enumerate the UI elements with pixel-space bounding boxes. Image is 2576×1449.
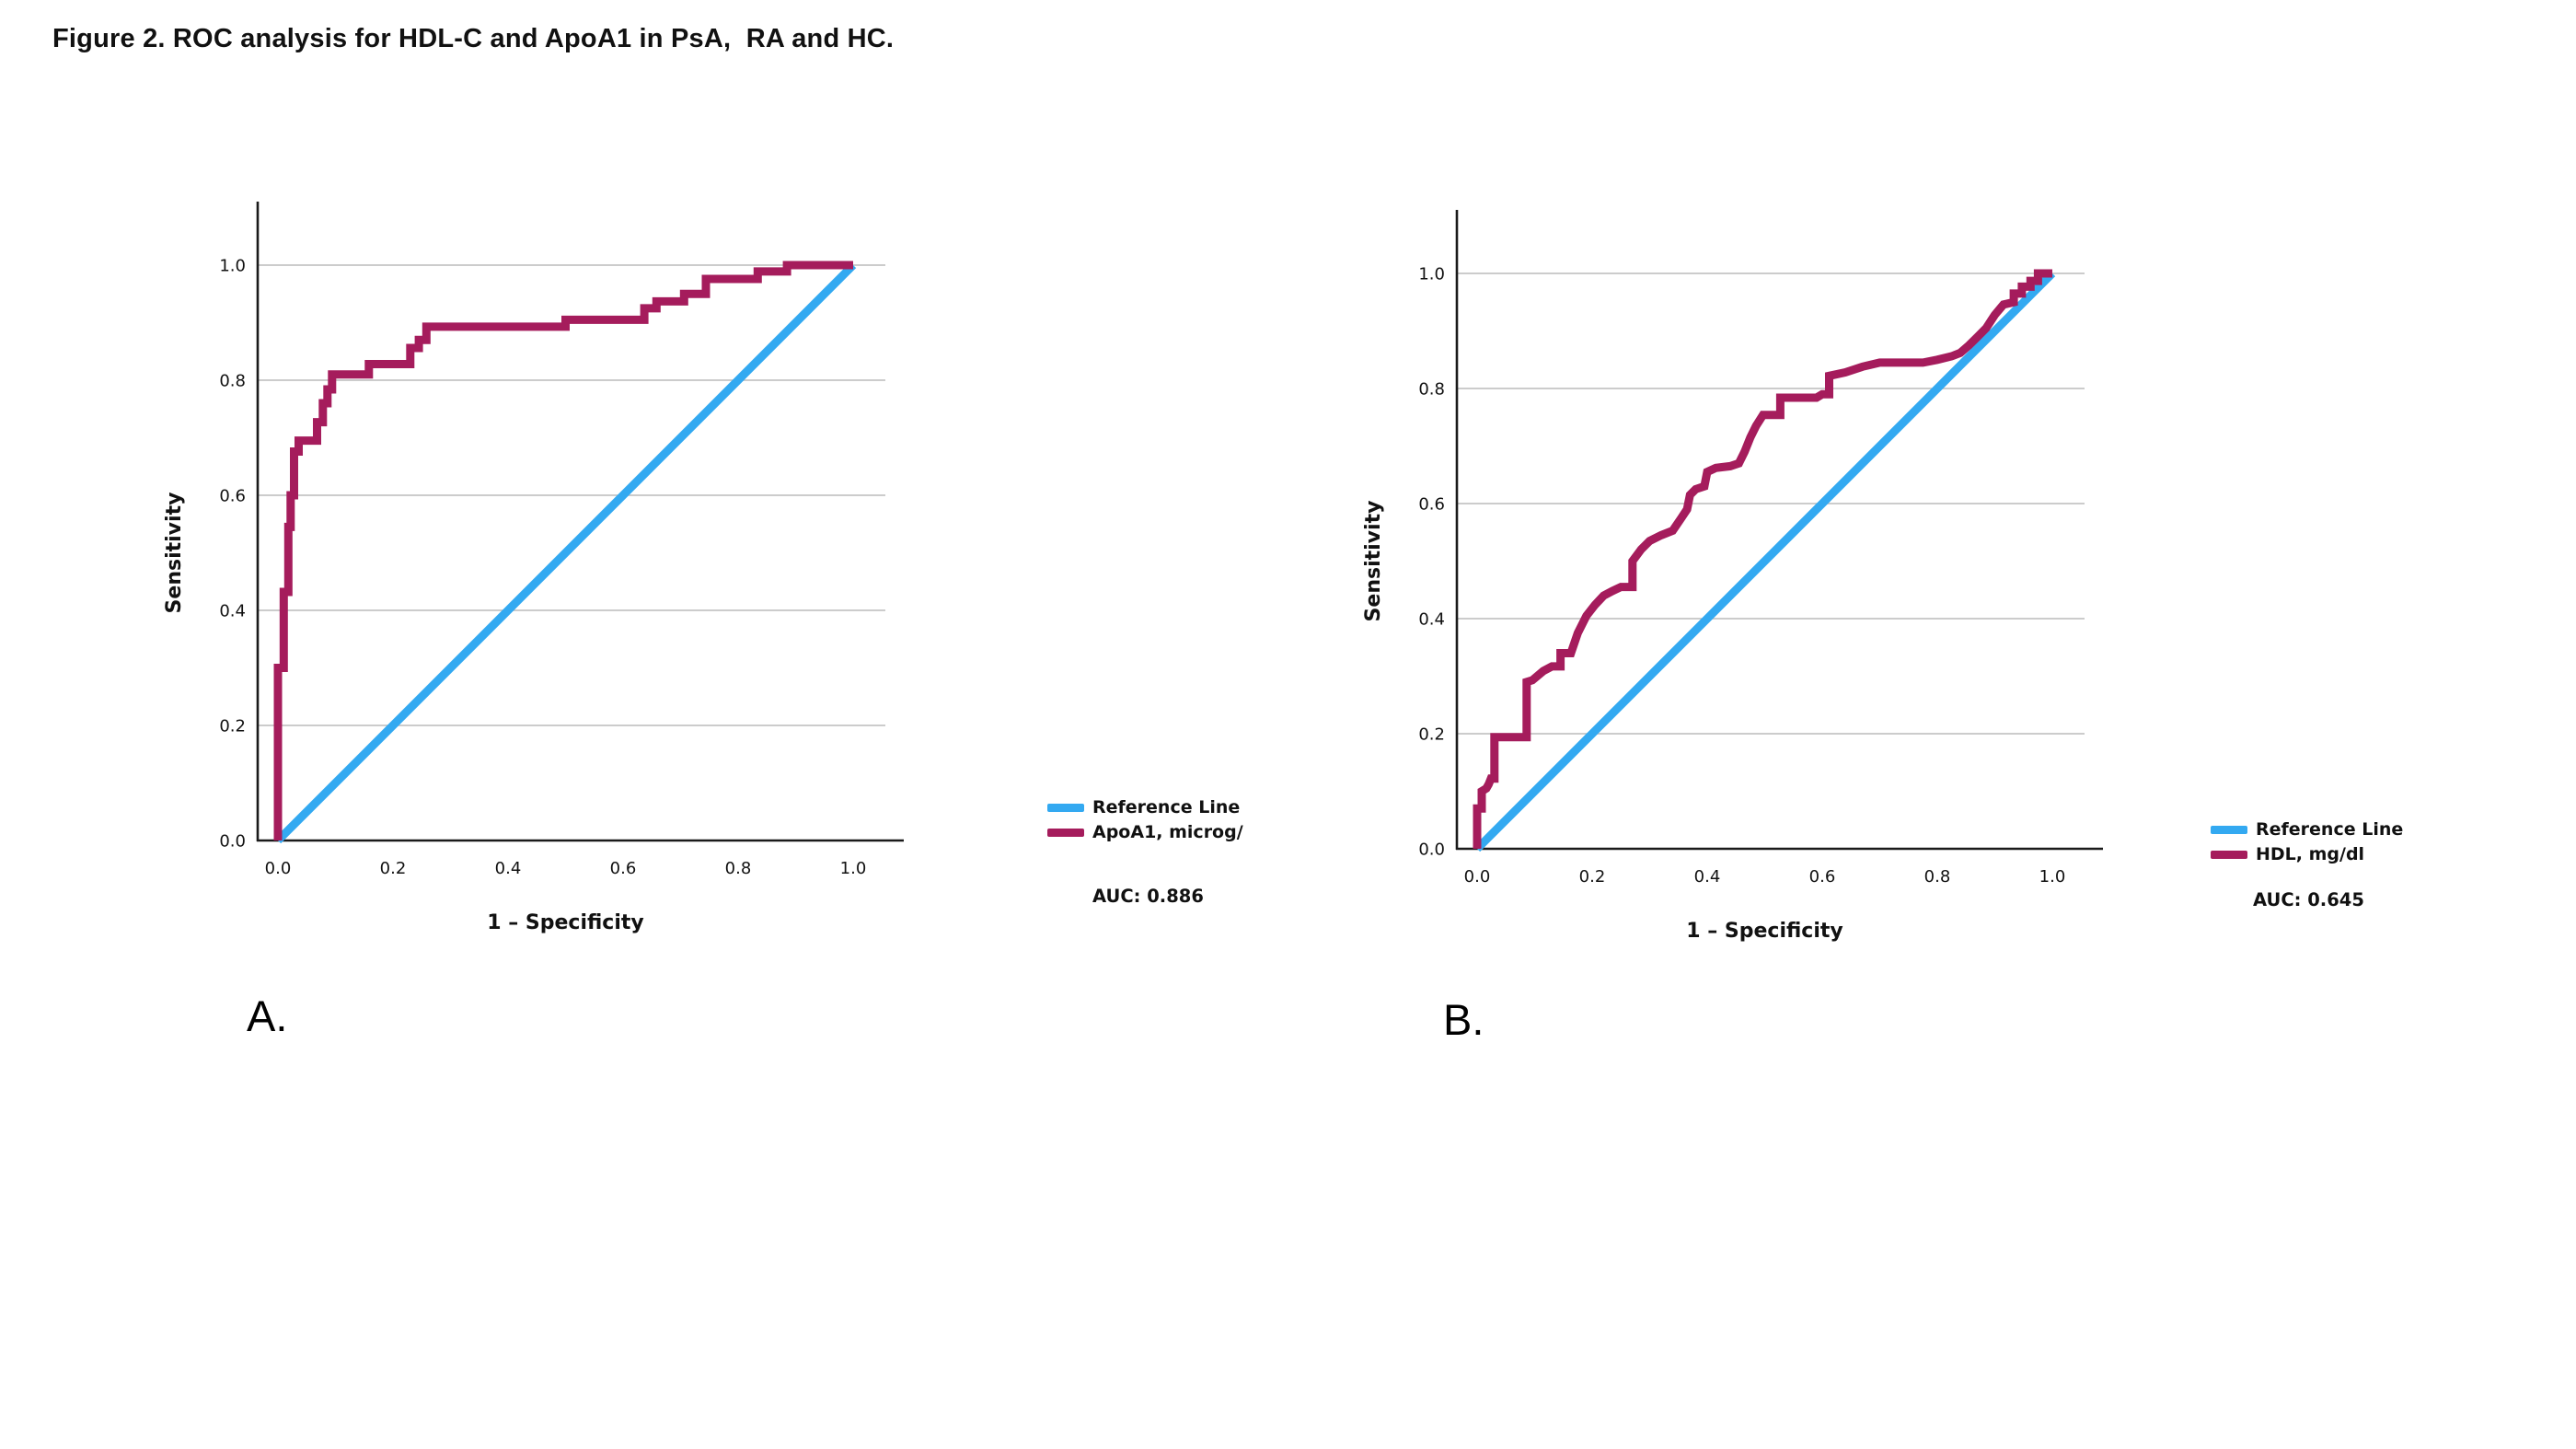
- y-tick-label: 0.2: [1418, 725, 1445, 745]
- y-tick-label: 1.0: [219, 257, 246, 276]
- auc-value-b: AUC: 0.645: [2253, 889, 2364, 910]
- panel-label-a: A.: [247, 991, 288, 1040]
- x-tick-label: 0.8: [725, 859, 752, 878]
- x-tick-label: 0.6: [1809, 867, 1836, 887]
- x-tick-label: 0.0: [265, 859, 292, 878]
- legend-b: Reference Line HDL, mg/dl: [2211, 819, 2403, 864]
- x-tick-label: 0.4: [495, 859, 522, 878]
- roc-curve: [273, 261, 853, 840]
- curve-swatch: [2211, 850, 2247, 859]
- x-tick-label: 1.0: [2039, 867, 2066, 887]
- x-tick-label: 0.6: [610, 859, 637, 878]
- curve-swatch: [1047, 828, 1084, 837]
- legend-label: HDL, mg/dl: [2256, 844, 2365, 864]
- x-axis-title: 1 – Specificity: [1686, 920, 1842, 943]
- y-tick-label: 0.8: [1418, 380, 1445, 400]
- y-tick-label: 0.4: [1418, 610, 1445, 630]
- legend-item-apoa1: ApoA1, microg/: [1047, 822, 1243, 842]
- legend-item-hdl: HDL, mg/dl: [2211, 844, 2403, 864]
- auc-value-a: AUC: 0.886: [1092, 886, 1204, 907]
- roc-curve: [1473, 269, 2052, 849]
- legend-a: Reference Line ApoA1, microg/: [1047, 797, 1243, 842]
- legend-label: Reference Line: [2256, 819, 2404, 840]
- y-axis-title: Sensitivity: [1362, 501, 1385, 622]
- roc-chart-b: 0.0 0.2 0.4 0.6 0.8 1.0 0.0 0.2 0.4 0.6 0.8 1.0 1 – …: [1362, 210, 2103, 943]
- x-axis-title: 1 – Specificity: [487, 911, 643, 934]
- y-tick-label: 1.0: [1418, 265, 1445, 284]
- y-tick-label: 0.6: [1418, 495, 1445, 515]
- legend-item-reference-line: Reference Line: [1047, 797, 1243, 817]
- legend-label: ApoA1, microg/: [1092, 822, 1243, 842]
- y-tick-label: 0.4: [219, 602, 246, 621]
- x-tick-label: 0.2: [380, 859, 407, 878]
- y-tick-label: 0.0: [1418, 840, 1445, 860]
- legend-label: Reference Line: [1092, 797, 1241, 817]
- figure-title: Figure 2. ROC analysis for HDL-C and Apo…: [52, 24, 895, 53]
- y-tick-label: 0.2: [219, 717, 246, 736]
- y-tick-label: 0.8: [219, 372, 246, 391]
- roc-chart-a: 0.0 0.2 0.4 0.6 0.8 1.0 0.0 0.2 0.4 0.6 0.8 1.0 1 – …: [163, 202, 904, 934]
- legend-item-reference-line: Reference Line: [2211, 819, 2403, 840]
- panel-label-b: B.: [1443, 995, 1484, 1044]
- y-tick-label: 0.0: [219, 832, 246, 852]
- reference-line-swatch: [2211, 825, 2247, 834]
- x-tick-label: 0.0: [1464, 867, 1491, 887]
- y-axis-title: Sensitivity: [163, 493, 186, 614]
- y-tick-label: 0.6: [219, 487, 246, 506]
- reference-line-swatch: [1047, 803, 1084, 812]
- reference-line: [274, 261, 857, 844]
- x-tick-label: 1.0: [840, 859, 867, 878]
- x-tick-label: 0.4: [1694, 867, 1721, 887]
- reference-line: [1473, 270, 2056, 852]
- x-tick-label: 0.2: [1579, 867, 1606, 887]
- x-tick-label: 0.8: [1924, 867, 1951, 887]
